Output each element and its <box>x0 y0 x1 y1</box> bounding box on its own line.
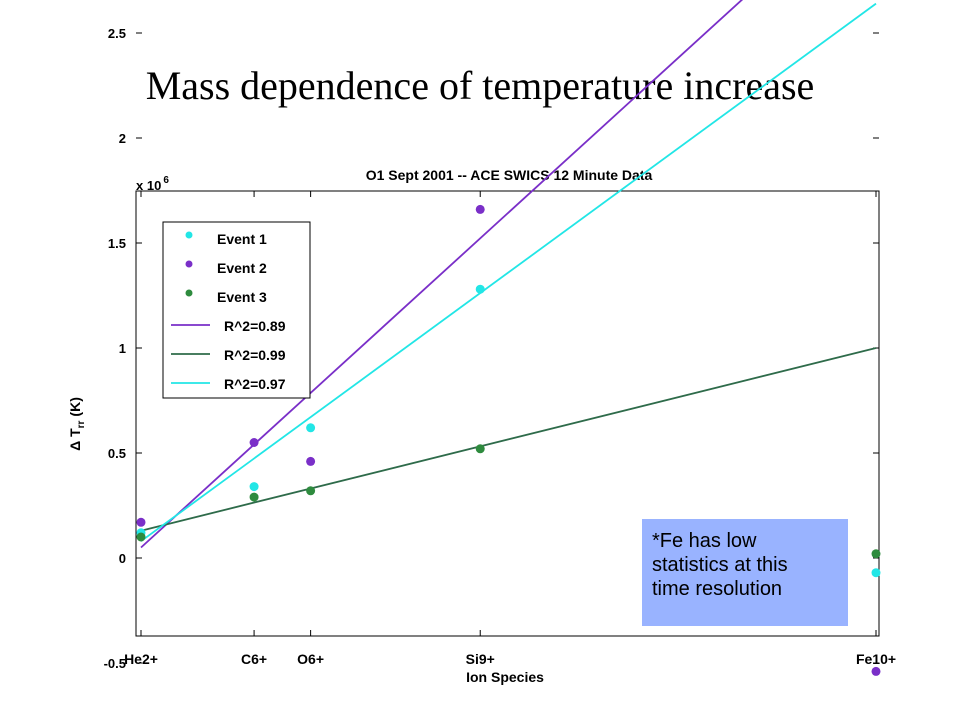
y-tick-label: 1.5 <box>108 236 126 251</box>
y-axis-label-main: Δ T <box>67 428 83 451</box>
data-point <box>306 423 316 433</box>
legend-label: Event 2 <box>217 260 267 276</box>
data-point <box>136 517 146 527</box>
legend-marker <box>185 289 193 297</box>
legend-label: Event 1 <box>217 231 267 247</box>
x-tick-label: He2+ <box>124 651 158 667</box>
fit-line <box>140 347 877 532</box>
fit-line <box>140 2 877 542</box>
y-multiplier-text: x 10 <box>136 178 161 193</box>
y-multiplier: x 10 6 <box>136 175 169 193</box>
legend-label: Event 3 <box>217 289 267 305</box>
fit-line <box>140 0 744 549</box>
y-axis-label-sub: rr <box>76 420 87 428</box>
y-tick-label: 2.5 <box>108 26 126 41</box>
y-multiplier-exp: 6 <box>163 175 169 186</box>
data-point <box>249 482 259 492</box>
y-tick-label: 0 <box>119 551 126 566</box>
legend-label: R^2=0.97 <box>224 376 286 392</box>
data-point <box>475 284 485 294</box>
note-line-2: statistics at this <box>652 554 788 576</box>
note-box: *Fe has low statistics at this time reso… <box>642 519 848 626</box>
legend-marker <box>185 260 193 268</box>
x-axis-label: Ion Species <box>466 669 544 685</box>
y-tick-label: 2 <box>119 131 126 146</box>
y-tick-label: 1 <box>119 341 126 356</box>
data-point <box>249 492 259 502</box>
data-point <box>871 666 881 676</box>
y-axis-label: Δ Trr (K) <box>67 397 87 451</box>
y-axis: -0.500.511.522.53 <box>104 26 879 671</box>
legend-box <box>162 221 311 399</box>
legend-marker <box>185 231 193 239</box>
legend: Event 1 Event 2 Event 3 R^2=0.89 R^2=0.99 R^2… <box>162 221 311 399</box>
fit-lines <box>140 0 877 549</box>
y-tick-label: 0.5 <box>108 446 126 461</box>
y-tick-label: -0.5 <box>104 656 126 671</box>
x-tick-label: Fe10+ <box>856 651 896 667</box>
legend-label: R^2=0.99 <box>224 347 286 363</box>
plot-frame <box>135 190 880 637</box>
chart-title: O1 Sept 2001 -- ACE SWICS 12 Minute Data <box>366 167 653 183</box>
data-point <box>871 549 881 559</box>
data-point <box>249 438 259 447</box>
data-point <box>136 532 146 542</box>
x-tick-label: C6+ <box>241 651 267 667</box>
note-line-3: time resolution <box>652 578 783 600</box>
x-axis: He2+ C6+ O6+ Si9+ Fe10+ <box>124 191 896 667</box>
data-point <box>475 444 485 454</box>
y-axis-label-unit: (K) <box>67 397 83 416</box>
x-tick-label: O6+ <box>297 651 324 667</box>
data-point <box>306 456 316 466</box>
data-points <box>136 204 881 676</box>
legend-items: Event 1 Event 2 Event 3 R^2=0.89 R^2=0.99 R^2… <box>171 231 286 392</box>
slide-title: Mass dependence of temperature increase <box>145 63 815 108</box>
data-point <box>475 204 485 214</box>
note-line-1: *Fe has low <box>652 530 757 552</box>
legend-label: R^2=0.89 <box>224 318 286 334</box>
x-tick-label: Si9+ <box>466 651 495 667</box>
data-point <box>306 486 316 496</box>
data-point <box>871 568 881 578</box>
